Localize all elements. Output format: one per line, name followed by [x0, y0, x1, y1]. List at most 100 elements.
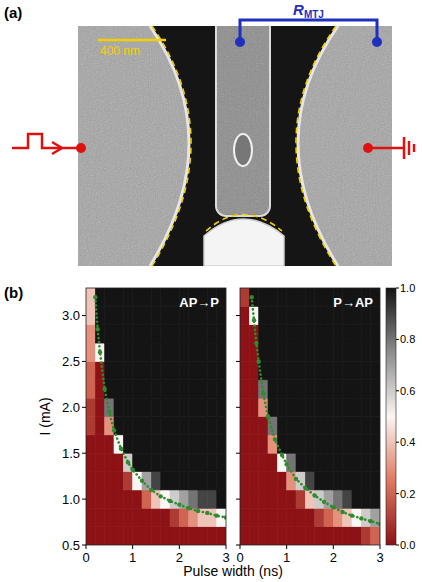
heat-cell: [86, 306, 95, 324]
heat-cell: [151, 343, 160, 361]
pulse-arrow: [52, 142, 62, 154]
heat-cell: [170, 508, 179, 526]
heat-cell: [123, 288, 132, 306]
heat-cell: [343, 380, 352, 398]
heat-cell: [142, 435, 151, 453]
heat-cell: [142, 361, 151, 379]
heat-cell: [352, 490, 361, 508]
heat-cell: [170, 435, 179, 453]
heat-cell: [114, 453, 123, 471]
heat-cell: [133, 288, 142, 306]
x-tick: [240, 545, 241, 549]
threshold-point: [252, 318, 256, 322]
heat-cell: [277, 398, 286, 416]
heat-cell: [287, 508, 296, 526]
colorbar-tick-label: 0.0: [400, 539, 415, 551]
heat-cell: [287, 361, 296, 379]
threshold-point: [149, 488, 153, 492]
heat-cell: [123, 361, 132, 379]
heat-cell: [207, 417, 216, 435]
heat-cell: [114, 380, 123, 398]
heat-cell: [105, 343, 114, 361]
heat-cell: [305, 325, 314, 343]
heat-cell: [123, 380, 132, 398]
heat-cell: [86, 343, 95, 361]
heat-cell: [277, 380, 286, 398]
heat-cell: [259, 508, 268, 526]
heat-cell: [198, 398, 207, 416]
heat-cell: [114, 343, 123, 361]
threshold-point: [266, 414, 270, 418]
heat-cell: [296, 417, 305, 435]
heat-cell: [324, 435, 333, 453]
heat-cell: [324, 527, 333, 545]
threshold-point: [140, 479, 144, 483]
heat-cell: [198, 361, 207, 379]
ground-bar: [408, 141, 411, 155]
heat-cell: [123, 527, 132, 545]
heat-cell: [324, 508, 333, 526]
heat-cell: [268, 288, 277, 306]
heat-cell: [142, 453, 151, 471]
threshold-point: [331, 505, 335, 509]
heat-cell: [161, 527, 170, 545]
heat-cell: [179, 361, 188, 379]
heat-cell: [259, 527, 268, 545]
heat-cell: [207, 472, 216, 490]
heat-cell: [305, 417, 314, 435]
x-tick-label: 2: [176, 550, 183, 565]
heat-cell: [296, 453, 305, 471]
heat-cell: [240, 508, 249, 526]
heat-cell: [133, 306, 142, 324]
y-tick-label: 3.0: [62, 308, 80, 323]
probe-contact: [372, 37, 382, 47]
panel-title: P→AP: [333, 295, 373, 310]
heat-cell: [207, 527, 216, 545]
threshold-point: [322, 500, 326, 504]
bottom-electrode: [204, 219, 284, 266]
heat-cell: [333, 527, 342, 545]
plot-area: [240, 288, 380, 545]
heat-cell: [114, 435, 123, 453]
panel-label: (a): [4, 4, 22, 21]
heat-cell: [333, 435, 342, 453]
heat-cell: [114, 472, 123, 490]
heat-cell: [371, 398, 380, 416]
heat-cell: [114, 527, 123, 545]
heat-cell: [324, 472, 333, 490]
heat-cell: [249, 380, 258, 398]
heat-cell: [268, 435, 277, 453]
heat-cell: [189, 453, 198, 471]
heat-cell: [277, 508, 286, 526]
heat-cell: [105, 490, 114, 508]
heat-cell: [259, 380, 268, 398]
colorbar-tick: [396, 442, 399, 443]
heat-cell: [333, 453, 342, 471]
heat-cell: [268, 325, 277, 343]
heat-cell: [259, 435, 268, 453]
heat-cell: [161, 325, 170, 343]
heat-cell: [361, 325, 370, 343]
edge: [150, 26, 189, 266]
heat-cell: [86, 398, 95, 416]
heat-cell: [95, 417, 104, 435]
threshold-point: [284, 462, 288, 466]
heat-cell: [179, 453, 188, 471]
heat-cell: [296, 306, 305, 324]
heat-cell: [240, 490, 249, 508]
heat-cell: [333, 490, 342, 508]
heat-cell: [114, 361, 123, 379]
heat-cell: [371, 417, 380, 435]
heat-cell: [240, 380, 249, 398]
colorbar-tick: [396, 493, 399, 494]
heat-cell: [249, 417, 258, 435]
heat-cell: [259, 453, 268, 471]
heat-cell: [198, 527, 207, 545]
heat-cell: [277, 325, 286, 343]
heat-cell: [333, 398, 342, 416]
threshold-curve: [252, 297, 380, 524]
heat-cell: [161, 417, 170, 435]
heat-cell: [352, 453, 361, 471]
heat-cell: [207, 453, 216, 471]
heat-cell: [114, 288, 123, 306]
